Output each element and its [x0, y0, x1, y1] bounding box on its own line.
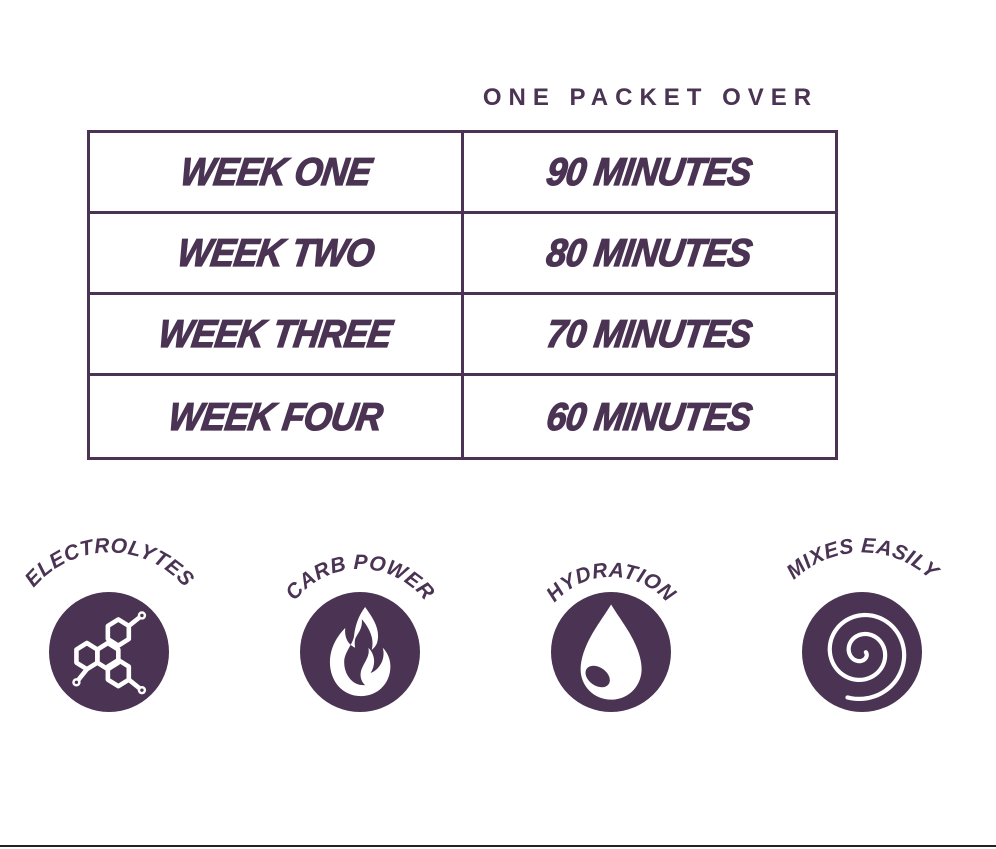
- svg-text:ELECTROLYTES: ELECTROLYTES: [21, 534, 199, 591]
- svg-text:MIXES EASILY: MIXES EASILY: [782, 534, 944, 585]
